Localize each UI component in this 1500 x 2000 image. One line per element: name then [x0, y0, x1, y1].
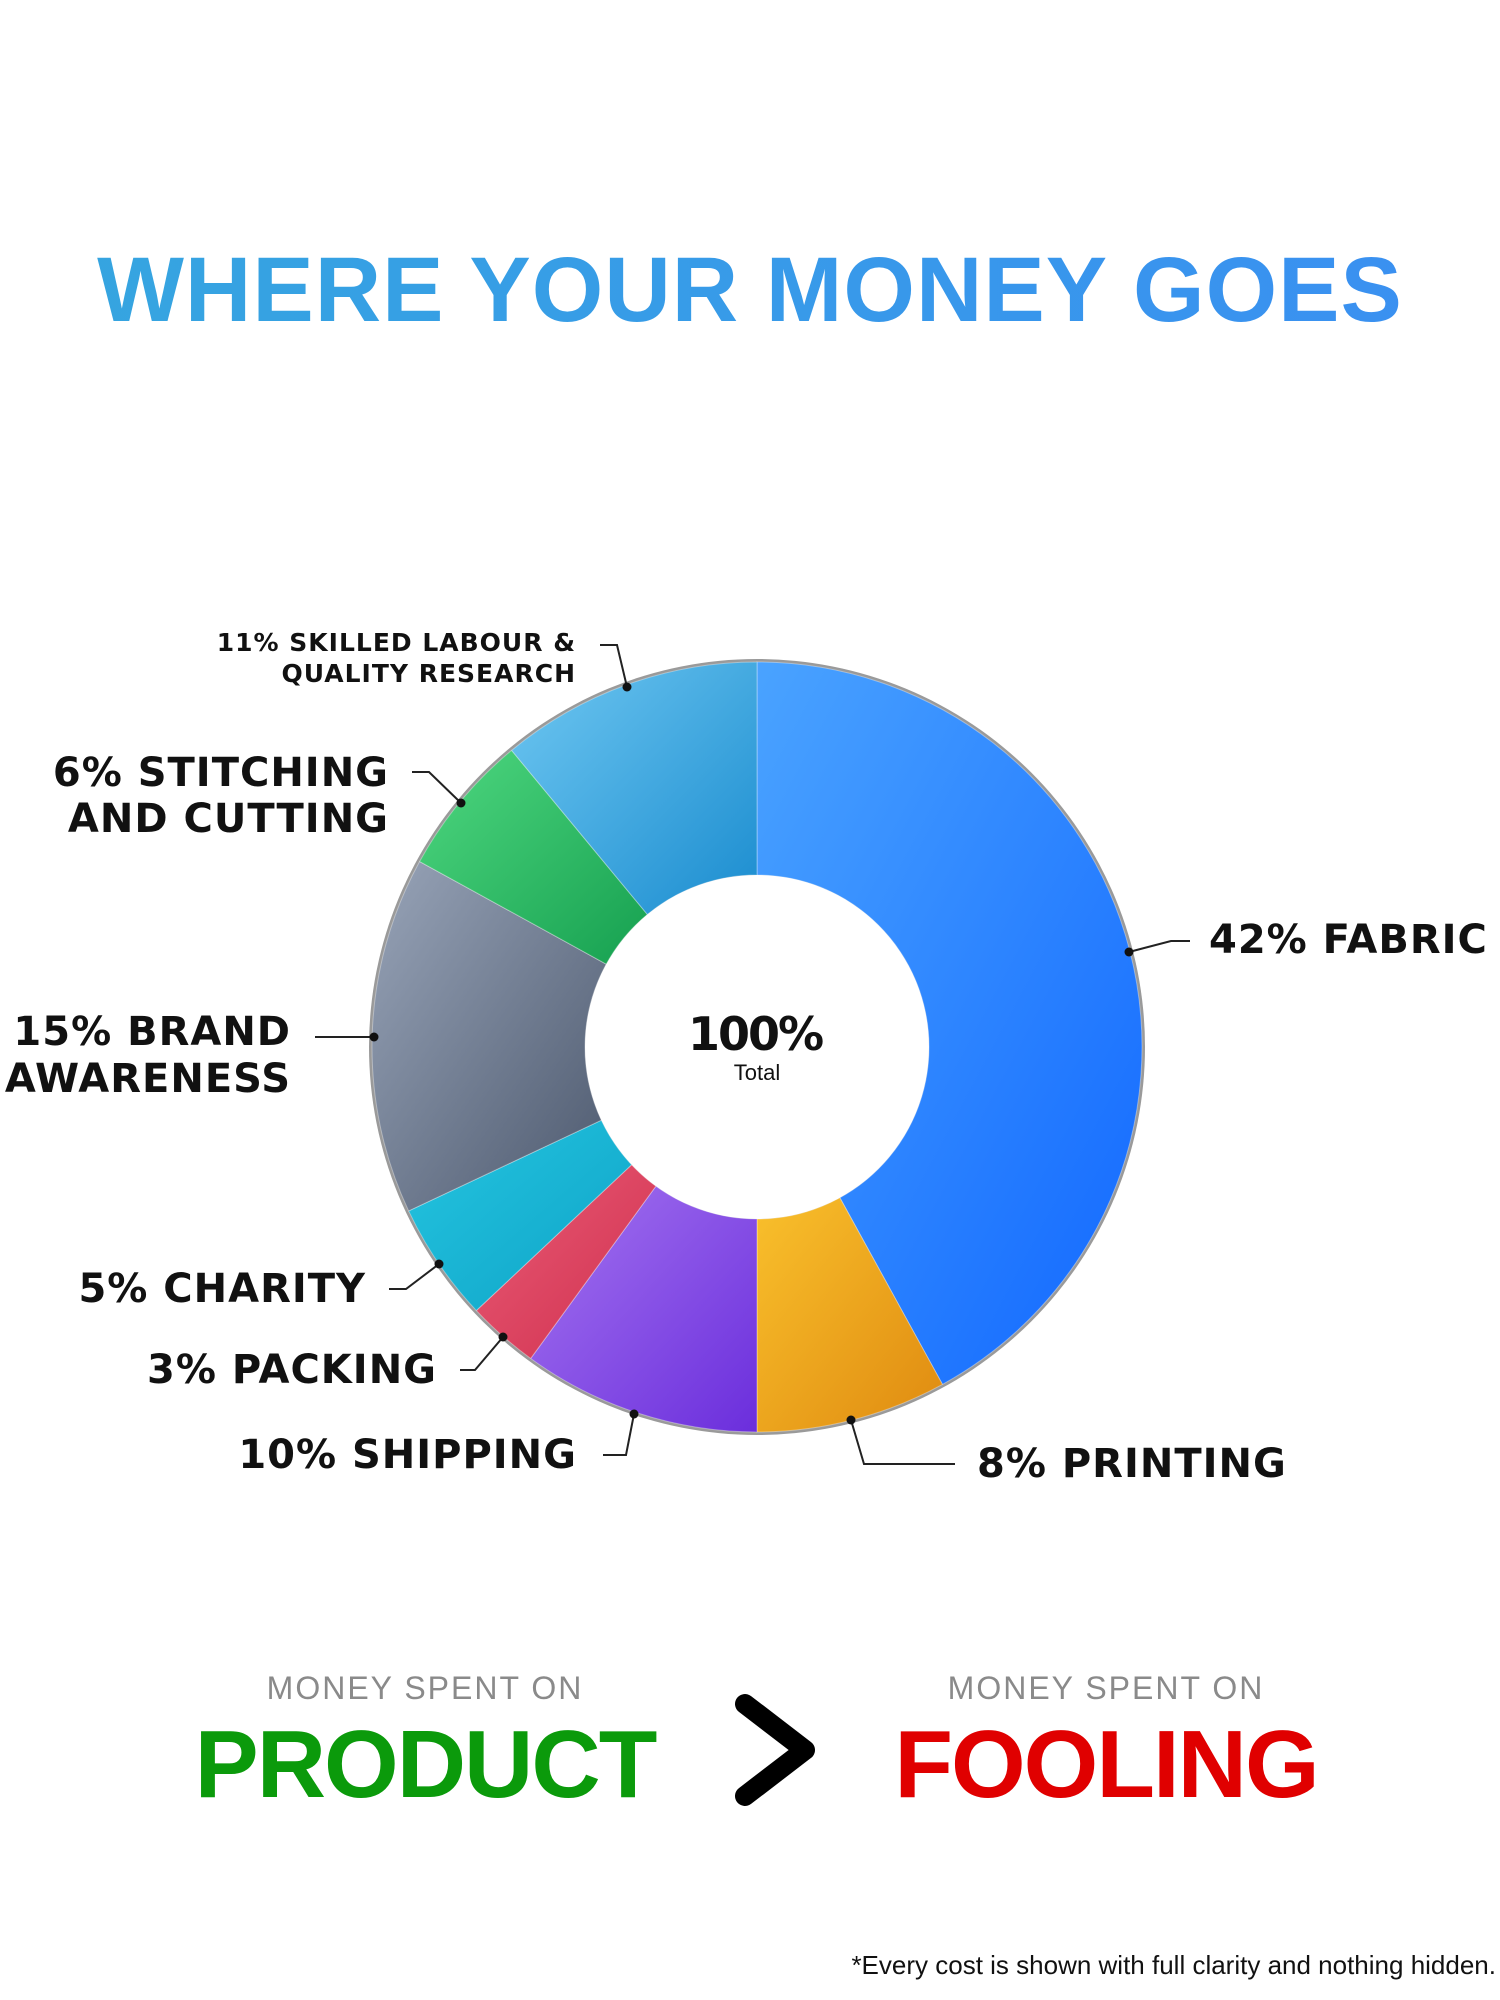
slice-label: AND CUTTING: [68, 796, 389, 842]
leader-dot: [498, 1332, 508, 1342]
leader-dot: [622, 682, 632, 692]
greater-than-icon: [735, 1694, 815, 1806]
leader-line: [389, 1263, 440, 1290]
center-value: 100%: [688, 1007, 823, 1061]
slice-label: 6% STITCHING: [53, 750, 389, 796]
leader-line: [600, 644, 628, 688]
leader-line: [850, 1419, 955, 1465]
page-title: WHERE YOUR MONEY GOES: [0, 238, 1500, 343]
leader-dot: [629, 1409, 639, 1419]
slice-label: 42% FABRIC: [1209, 917, 1488, 963]
right-caption: MONEY SPENT ON: [947, 1670, 1265, 1706]
slice-label: AWARENESS: [5, 1056, 291, 1102]
slice-label: 5% CHARITY: [78, 1266, 366, 1312]
slice-label: 15% BRAND: [13, 1009, 291, 1055]
slice-label: 10% SHIPPING: [238, 1432, 577, 1478]
leader-dot: [434, 1259, 444, 1269]
fooling-word: FOOLING: [894, 1711, 1319, 1818]
slice-label: 8% PRINTING: [977, 1441, 1287, 1487]
footnote: *Every cost is shown with full clarity a…: [851, 1950, 1496, 1980]
leader-dot: [846, 1415, 856, 1425]
leader-dot: [1124, 947, 1134, 957]
leader-line: [603, 1413, 635, 1456]
product-word: PRODUCT: [194, 1711, 658, 1818]
leader-line: [412, 771, 462, 804]
leader-line: [460, 1336, 504, 1371]
leader-dot: [456, 798, 466, 808]
slice-label: 3% PACKING: [147, 1347, 437, 1393]
donut-hole: [585, 875, 929, 1219]
center-label: Total: [734, 1060, 780, 1085]
leader-dot: [369, 1032, 379, 1042]
slice-label: QUALITY RESEARCH: [281, 659, 576, 688]
left-caption: MONEY SPENT ON: [266, 1670, 584, 1706]
leader-line: [1128, 940, 1190, 953]
slice-label: 11% SKILLED LABOUR &: [217, 628, 576, 657]
